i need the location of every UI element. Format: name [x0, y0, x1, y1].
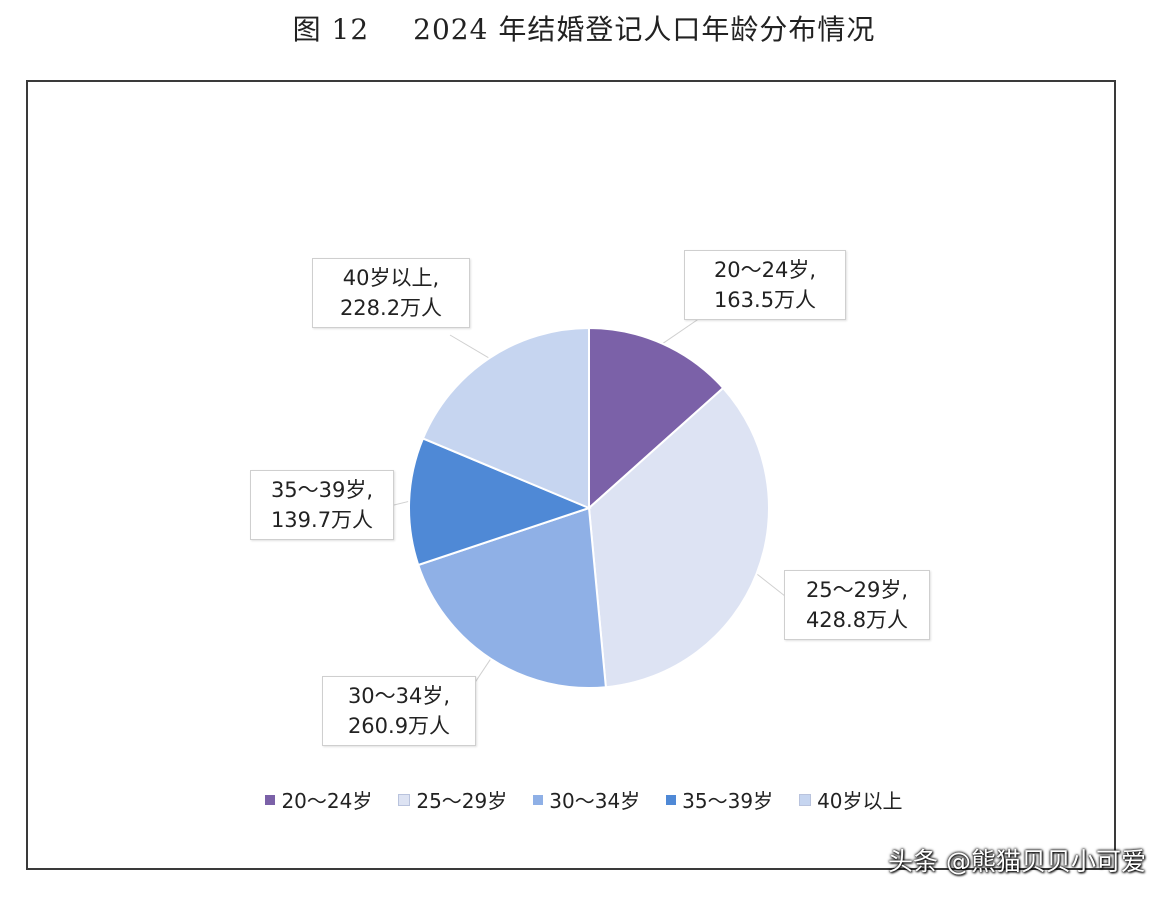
chart-legend: 20～24岁 25～29岁 30～34岁 35～39岁 40岁以上	[0, 785, 1168, 814]
figure-number: 图 12	[292, 13, 370, 46]
legend-label: 30～34岁	[549, 789, 641, 813]
data-label-40-plus-line1: 40岁以上,	[342, 266, 440, 290]
legend-label: 25～29岁	[416, 789, 508, 813]
legend-item-35-39: 35～39岁	[666, 785, 773, 814]
legend-item-30-34: 30～34岁	[533, 785, 640, 814]
data-label-35-39-line1: 35～39岁,	[270, 478, 374, 502]
data-label-30-34: 30～34岁, 260.9万人	[322, 676, 476, 746]
legend-swatch	[265, 794, 276, 805]
legend-swatch	[533, 794, 544, 805]
pie-slice-20-24	[588, 326, 725, 511]
leader-line	[662, 317, 701, 345]
watermark-text: 头条 @熊猫贝贝小可爱	[888, 847, 1146, 876]
data-label-20-24-line2: 163.5万人	[713, 288, 817, 312]
data-label-25-29-line1: 25～29岁,	[805, 578, 909, 602]
legend-swatch	[398, 793, 411, 806]
legend-swatch	[666, 794, 677, 805]
data-label-40-plus: 40岁以上, 228.2万人	[312, 258, 470, 328]
data-label-20-24: 20～24岁, 163.5万人	[684, 250, 846, 320]
leader-line	[393, 500, 410, 506]
legend-item-40-plus: 40岁以上	[799, 785, 903, 814]
data-label-40-plus-line2: 228.2万人	[339, 296, 443, 320]
leader-line	[449, 334, 490, 359]
figure-title: 图 12 2024 年结婚登记人口年龄分布情况	[0, 8, 1168, 48]
data-label-35-39-line2: 139.7万人	[270, 508, 374, 532]
pie-slice-25-29	[587, 386, 770, 689]
data-label-25-29: 25～29岁, 428.8万人	[784, 570, 930, 640]
pie-slice-40-plus	[421, 326, 590, 510]
pie-slice-30-34	[416, 506, 607, 689]
data-label-25-29-line2: 428.8万人	[805, 608, 909, 632]
pie-slice-35-39	[408, 437, 592, 567]
data-label-20-24-line1: 20～24岁,	[713, 258, 817, 282]
chart-frame	[26, 80, 1116, 870]
legend-label: 40岁以上	[817, 789, 903, 813]
data-label-30-34-line1: 30～34岁,	[347, 684, 451, 708]
legend-label: 20～24岁	[281, 789, 373, 813]
data-label-35-39: 35～39岁, 139.7万人	[250, 470, 394, 540]
chart-title: 2024 年结婚登记人口年龄分布情况	[413, 13, 876, 46]
data-label-30-34-line2: 260.9万人	[347, 714, 451, 738]
legend-item-20-24: 20～24岁	[265, 785, 372, 814]
legend-label: 35～39岁	[682, 789, 774, 813]
legend-item-25-29: 25～29岁	[398, 785, 507, 814]
legend-swatch	[799, 793, 812, 806]
